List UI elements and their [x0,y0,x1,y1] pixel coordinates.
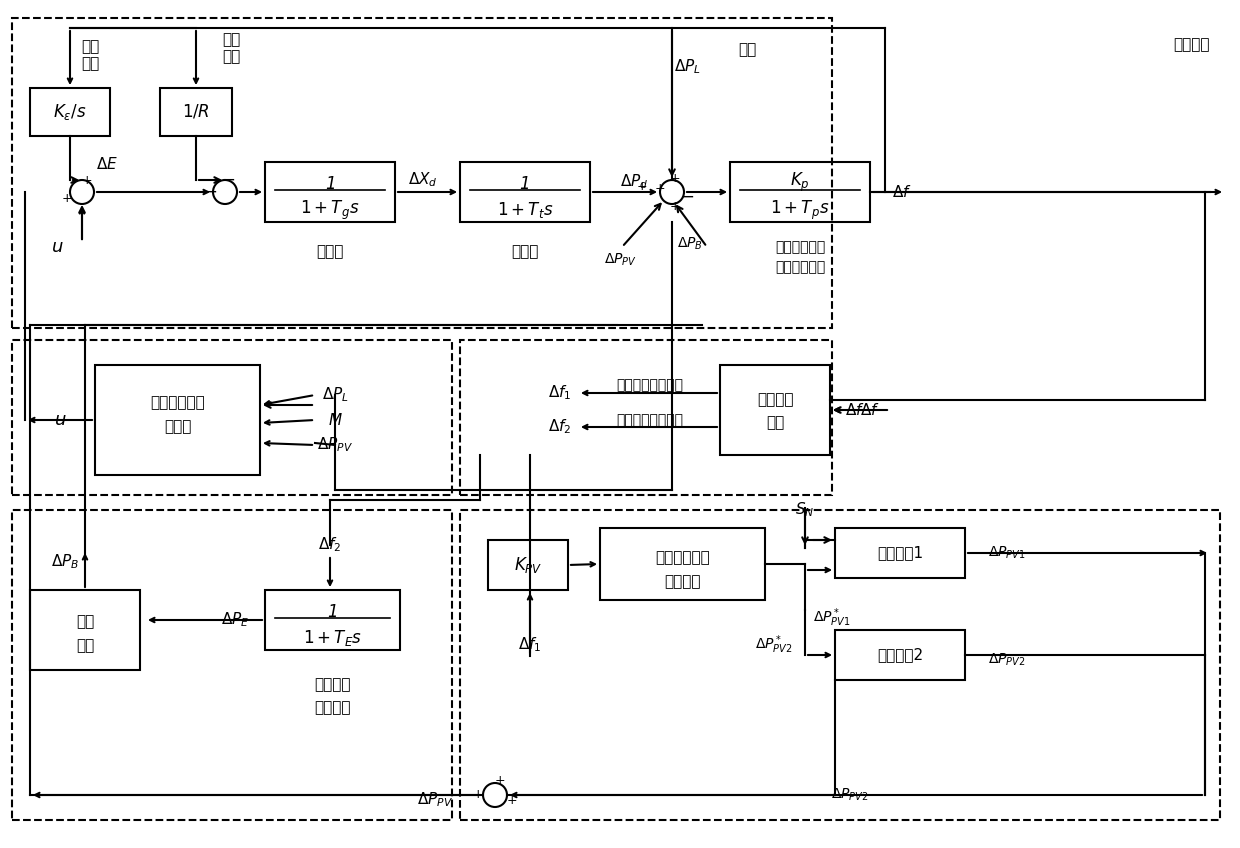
Text: $1/R$: $1/R$ [182,103,210,121]
Text: +: + [472,789,484,801]
Bar [600,528,765,600]
Text: $\Delta P_{PV}$: $\Delta P_{PV}$ [317,436,353,455]
Text: $K_\varepsilon/s$: $K_\varepsilon/s$ [53,102,87,122]
Text: 性和负荷特性: 性和负荷特性 [775,260,825,274]
Text: 柴油机: 柴油机 [511,244,538,259]
Text: $1+T_p s$: $1+T_p s$ [770,198,830,221]
Text: $\Delta P_L$: $\Delta P_L$ [321,386,348,404]
Bar [730,162,870,222]
Text: 调速器: 调速器 [316,244,343,259]
Text: $\Delta f_2$: $\Delta f_2$ [319,536,342,555]
Bar [835,528,965,578]
Text: $\Delta P_{PV2}$: $\Delta P_{PV2}$ [831,787,869,803]
Text: 储能: 储能 [76,615,94,629]
Text: $\Delta P_{PV}$: $\Delta P_{PV}$ [604,252,636,268]
Text: $\Delta P_L$: $\Delta P_L$ [673,58,701,76]
Bar [160,88,232,136]
Bar [265,590,401,650]
Text: $1+T_t s$: $1+T_t s$ [497,200,553,220]
Text: 频率偏差: 频率偏差 [1173,37,1210,53]
Text: $1+T_E s$: $1+T_E s$ [303,628,362,648]
Text: 调频输出功率: 调频输出功率 [655,550,709,566]
Text: $\Delta P_{PV}$: $\Delta P_{PV}$ [417,790,453,809]
Text: $\Delta P_B$: $\Delta P_B$ [677,236,703,252]
Bar [460,340,832,495]
Text: $\Delta P_{PV2}$: $\Delta P_{PV2}$ [988,652,1025,668]
Text: +: + [82,174,92,187]
Text: $M$: $M$ [327,412,342,428]
Text: 系统: 系统 [76,639,94,654]
Text: 控制器: 控制器 [164,420,191,434]
Text: $u$: $u$ [53,411,66,429]
Text: 频率特性: 频率特性 [314,700,351,716]
Bar [30,88,110,136]
Bar [460,510,1220,820]
Bar [95,365,260,475]
Text: +: + [495,774,506,788]
Bar [720,365,830,455]
Text: +: + [62,192,72,204]
Text: +: + [655,182,666,196]
Text: $K_{PV}$: $K_{PV}$ [513,555,542,575]
Text: $\Delta f$: $\Delta f$ [892,184,911,200]
Bar [12,340,453,495]
Text: −: − [203,183,217,201]
Text: $\Delta P_d$: $\Delta P_d$ [620,173,649,192]
Bar [489,540,568,590]
Text: $\Delta P_B$: $\Delta P_B$ [51,553,79,572]
Text: 滑模负荷频率: 滑模负荷频率 [150,395,205,410]
Text: 去到调频储能系统: 去到调频储能系统 [616,413,683,427]
Text: $\Delta f$: $\Delta f$ [846,402,864,418]
Text: 频率协调: 频率协调 [756,393,794,408]
Text: 负荷: 负荷 [738,42,756,58]
Bar [835,630,965,680]
Text: $S_N$: $S_N$ [795,500,815,519]
Bar [30,590,140,670]
Text: 一次
调频: 一次 调频 [222,31,241,64]
Text: −: − [680,188,694,206]
Bar [12,510,453,820]
Text: $\Delta E$: $\Delta E$ [95,156,118,172]
Text: $\Delta P_{PV1}$: $\Delta P_{PV1}$ [988,544,1025,561]
Text: 微电网等效惯: 微电网等效惯 [775,240,825,254]
Text: 去到调频光伏系统: 去到调频光伏系统 [616,378,683,392]
Text: +: + [636,181,647,193]
Text: $\Delta f_1$: $\Delta f_1$ [518,636,542,655]
Bar [265,162,396,222]
Text: 参考系统: 参考系统 [665,574,701,589]
Text: 1: 1 [325,175,335,193]
Text: 策略: 策略 [766,416,784,431]
Text: 1: 1 [520,175,531,193]
Text: −: − [221,171,234,189]
Bar [12,18,832,328]
Text: 光伏系统2: 光伏系统2 [877,648,923,662]
Text: $\Delta f_2$: $\Delta f_2$ [548,418,572,437]
Text: $1+T_g s$: $1+T_g s$ [300,198,360,221]
Text: $\Delta P_E$: $\Delta P_E$ [221,611,249,629]
Text: 储能系统: 储能系统 [314,678,351,693]
Text: $\Delta f$: $\Delta f$ [861,402,880,418]
Text: 1: 1 [327,603,337,621]
Text: $K_p$: $K_p$ [790,170,810,193]
Text: +: + [507,794,517,806]
Text: $u$: $u$ [51,238,63,256]
Text: 二次
调频: 二次 调频 [81,39,99,71]
Text: $\Delta f_1$: $\Delta f_1$ [548,383,572,402]
Text: 光伏系统1: 光伏系统1 [877,545,923,561]
Bar [460,162,590,222]
Text: $\Delta P^*_{PV2}$: $\Delta P^*_{PV2}$ [755,633,792,656]
Text: +: + [670,171,681,185]
Text: +: + [670,199,681,213]
Text: $\Delta X_d$: $\Delta X_d$ [408,170,438,189]
Text: $\Delta P^*_{PV1}$: $\Delta P^*_{PV1}$ [813,606,851,629]
